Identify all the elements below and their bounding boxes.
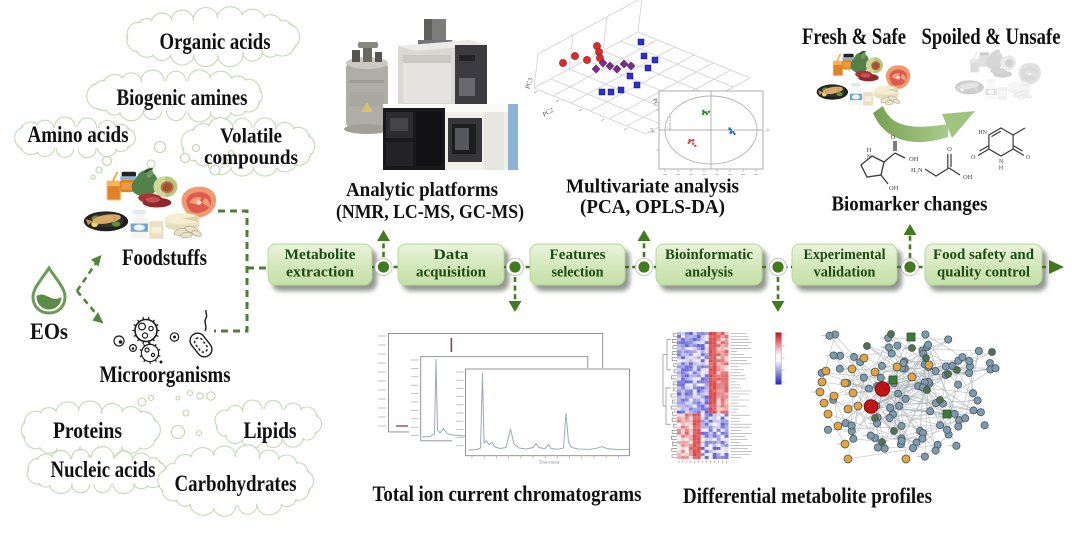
svg-text:to1: to1 bbox=[649, 127, 654, 132]
svg-text:Biogenic amines: Biogenic amines bbox=[117, 85, 248, 110]
svg-text:Lipids: Lipids bbox=[244, 418, 297, 443]
svg-text:t1: t1 bbox=[766, 128, 771, 131]
svg-text:acquisition: acquisition bbox=[416, 265, 487, 281]
svg-text:Volatile: Volatile bbox=[220, 124, 282, 148]
svg-text:(NMR, LC-MS, GC-MS): (NMR, LC-MS, GC-MS) bbox=[336, 201, 524, 223]
svg-text:Total ion current chromatogram: Total ion current chromatograms bbox=[373, 481, 642, 506]
svg-text:Multivariate analysis: Multivariate analysis bbox=[566, 176, 739, 198]
svg-text:(PCA, OPLS-DA): (PCA, OPLS-DA) bbox=[580, 196, 725, 218]
svg-text:quality control: quality control bbox=[937, 265, 1030, 281]
svg-text:H₂N: H₂N bbox=[911, 167, 923, 174]
svg-text:Foodstuffs: Foodstuffs bbox=[122, 245, 207, 270]
svg-text:Proteins: Proteins bbox=[53, 418, 122, 443]
svg-text:O: O bbox=[947, 146, 952, 153]
svg-text:N: N bbox=[999, 159, 1004, 165]
svg-text:HN: HN bbox=[978, 130, 987, 136]
svg-text:Differential metabolite profil: Differential metabolite profiles bbox=[683, 483, 932, 508]
svg-text:Nucleic acids: Nucleic acids bbox=[51, 457, 156, 482]
svg-text:Bioinformatic: Bioinformatic bbox=[665, 247, 753, 263]
svg-text:EOs: EOs bbox=[30, 319, 68, 344]
svg-text:Food safety and: Food safety and bbox=[933, 247, 1035, 263]
svg-text:OH: OH bbox=[963, 174, 973, 181]
svg-text:Metabolite: Metabolite bbox=[285, 247, 356, 263]
svg-text:validation: validation bbox=[814, 265, 877, 281]
svg-text:selection: selection bbox=[552, 265, 605, 281]
svg-text:O: O bbox=[891, 134, 896, 141]
svg-text:Spoiled & Unsafe: Spoiled & Unsafe bbox=[922, 24, 1061, 49]
svg-text:Fresh & Safe: Fresh & Safe bbox=[802, 24, 906, 49]
svg-text:R2X=0.6: R2X=0.6 bbox=[668, 116, 672, 129]
svg-text:compounds: compounds bbox=[204, 145, 298, 169]
svg-text:Carbohydrates: Carbohydrates bbox=[175, 471, 297, 496]
svg-text:N: N bbox=[867, 154, 872, 161]
svg-text:Time (min): Time (min) bbox=[539, 460, 560, 465]
svg-text:Features: Features bbox=[550, 247, 606, 263]
svg-text:O: O bbox=[971, 155, 976, 161]
svg-text:Analytic platforms: Analytic platforms bbox=[346, 179, 498, 201]
svg-text:OH: OH bbox=[909, 156, 919, 163]
svg-text:Experimental: Experimental bbox=[804, 247, 886, 263]
svg-text:H: H bbox=[999, 166, 1004, 172]
svg-text:Microorganisms: Microorganisms bbox=[100, 362, 231, 387]
svg-text:Data: Data bbox=[434, 247, 470, 263]
svg-text:O: O bbox=[1026, 155, 1031, 161]
svg-text:extraction: extraction bbox=[286, 265, 355, 281]
svg-text:analysis: analysis bbox=[685, 265, 733, 281]
svg-text:Amino acids: Amino acids bbox=[28, 122, 129, 147]
svg-text:Biomarker changes: Biomarker changes bbox=[832, 192, 988, 216]
svg-text:Organic acids: Organic acids bbox=[160, 29, 271, 54]
